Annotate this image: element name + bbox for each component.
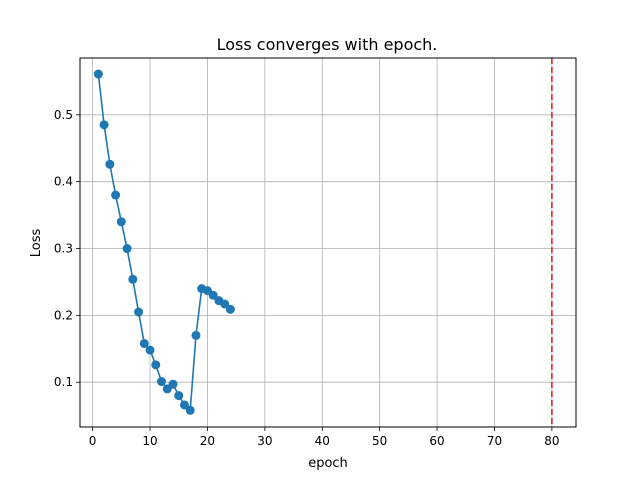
plot-frame	[79, 57, 577, 428]
data-point	[179, 400, 189, 410]
data-point	[122, 244, 132, 254]
data-point	[105, 159, 115, 169]
grid-lines	[80, 58, 576, 427]
y-tick-label: 0.5	[54, 108, 73, 122]
x-tick-label: 20	[200, 434, 215, 448]
x-tick-label: 50	[372, 434, 387, 448]
y-tick-label: 0.4	[54, 175, 73, 189]
x-axis-label: epoch	[308, 456, 348, 471]
data-point	[134, 307, 144, 317]
data-point	[208, 290, 218, 300]
x-tick-label: 60	[429, 434, 444, 448]
data-point	[174, 391, 184, 401]
x-tick-label: 40	[315, 434, 330, 448]
data-point	[185, 405, 195, 415]
x-tick-label: 70	[487, 434, 502, 448]
data-point	[99, 120, 109, 130]
x-tick-label: 10	[142, 434, 157, 448]
data-point	[225, 304, 235, 314]
data-point	[116, 217, 126, 227]
data-point	[191, 330, 201, 340]
data-point	[93, 69, 103, 79]
y-ticks: 0.1 0.2 0.3 0.4 0.5	[54, 108, 80, 389]
data-point	[128, 274, 138, 284]
x-ticks: 0 10 20 30 40 50 60 70 80	[89, 427, 560, 448]
x-tick-label: 80	[544, 434, 559, 448]
series-layer	[93, 69, 235, 415]
data-point	[157, 377, 167, 387]
x-tick-label: 30	[257, 434, 272, 448]
data-point	[111, 190, 121, 200]
y-tick-label: 0.1	[54, 375, 73, 389]
chart-title: Loss converges with epoch.	[217, 35, 438, 54]
y-axis-label: Loss	[29, 229, 44, 258]
data-point	[139, 338, 149, 348]
x-tick-label: 0	[89, 434, 97, 448]
loss-series-line	[97, 73, 231, 413]
data-point	[168, 379, 178, 389]
data-point	[145, 345, 155, 355]
y-tick-label: 0.2	[54, 308, 73, 322]
data-point	[220, 299, 230, 309]
data-point	[151, 360, 161, 370]
y-tick-label: 0.3	[54, 242, 73, 256]
